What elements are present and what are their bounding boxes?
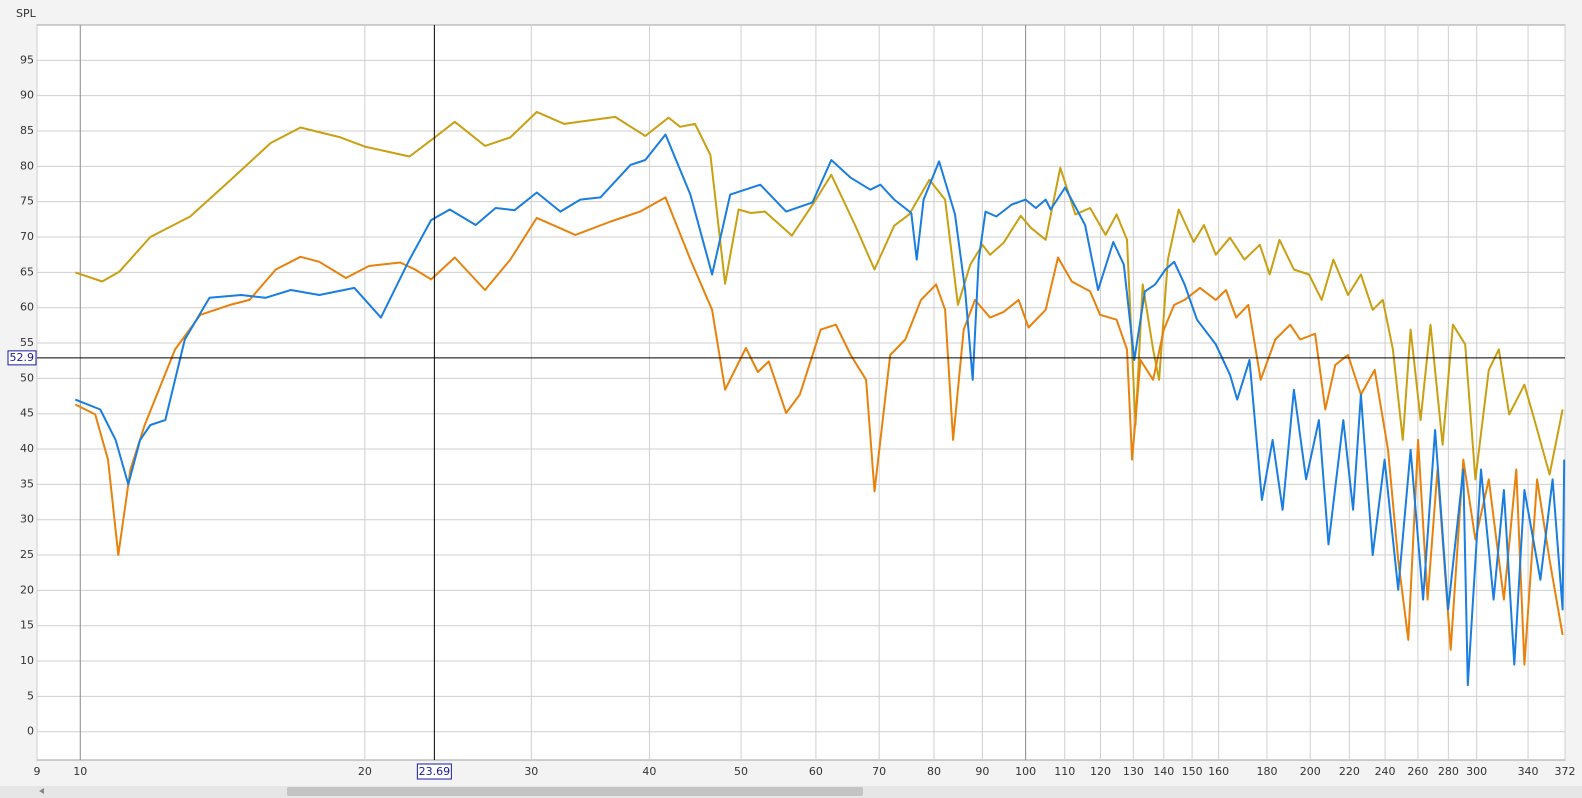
labels: 0 5 10 15 20 25 30 35 40 45 50 55 60 65 70 75 80 85 90 95 9 1…	[7, 53, 1576, 780]
y-tick-label: 55	[20, 336, 34, 349]
y-tick-label: 80	[20, 159, 34, 172]
x-tick-label: 10	[73, 765, 87, 778]
y-tick-label: 20	[20, 583, 34, 596]
y-tick-label: 0	[27, 725, 34, 738]
y-tick-label: 65	[20, 265, 34, 278]
x-tick-label: 30	[524, 765, 538, 778]
series-line	[74, 110, 1564, 481]
y-tick-label: 45	[20, 407, 34, 420]
y-tick-label: 25	[20, 548, 34, 561]
x-tick-label: 300	[1466, 765, 1487, 778]
x-tick-label: 160	[1208, 765, 1229, 778]
x-tick-label: 240	[1375, 765, 1396, 778]
x-tick-label: 50	[734, 765, 748, 778]
cursor-y-label: 52.9	[10, 351, 35, 364]
x-tick-label: 60	[809, 765, 823, 778]
x-tick-label: 280	[1438, 765, 1459, 778]
y-tick-label: 5	[27, 689, 34, 702]
y-tick-label: 10	[20, 654, 34, 667]
y-tick-label: 60	[20, 301, 34, 314]
x-tick-label: 40	[642, 765, 656, 778]
cursor-x-box	[416, 763, 452, 780]
scrollbar-thumb[interactable]	[287, 787, 863, 796]
y-tick-label: 15	[20, 619, 34, 632]
x-tick-label: 200	[1300, 765, 1321, 778]
cursor-x-label: 23.69	[419, 765, 451, 778]
cursor-y-box	[7, 350, 37, 366]
y-tick-label: 90	[20, 89, 34, 102]
x-tick-label: 70	[872, 765, 886, 778]
x-tick-label: 9	[34, 765, 41, 778]
lines	[37, 25, 1566, 760]
x-tick-label: 130	[1123, 765, 1144, 778]
series-line	[74, 196, 1564, 666]
x-tick-label: 120	[1090, 765, 1111, 778]
x-tick-label: 20	[358, 765, 372, 778]
x-tick-label: 90	[975, 765, 989, 778]
x-tick-label: 140	[1153, 765, 1174, 778]
x-tick-label: 110	[1054, 765, 1075, 778]
x-tick-label: 180	[1256, 765, 1277, 778]
y-tick-label: 70	[20, 230, 34, 243]
y-tick-label: 35	[20, 477, 34, 490]
y-tick-label: 85	[20, 124, 34, 137]
x-tick-label: 100	[1015, 765, 1036, 778]
y-tick-label: 50	[20, 371, 34, 384]
x-tick-label: 80	[927, 765, 941, 778]
y-axis-label: SPL	[16, 7, 37, 20]
y-tick-label: 40	[20, 442, 34, 455]
y-tick-label: 75	[20, 195, 34, 208]
x-tick-label: 260	[1407, 765, 1428, 778]
x-tick-label: 150	[1182, 765, 1203, 778]
x-tick-label: 340	[1518, 765, 1539, 778]
y-tick-label: 30	[20, 513, 34, 526]
y-tick-label: 95	[20, 53, 34, 66]
scroll-left[interactable]	[39, 788, 44, 794]
x-tick-label: 372	[1555, 765, 1576, 778]
x-tick-label: 220	[1339, 765, 1360, 778]
